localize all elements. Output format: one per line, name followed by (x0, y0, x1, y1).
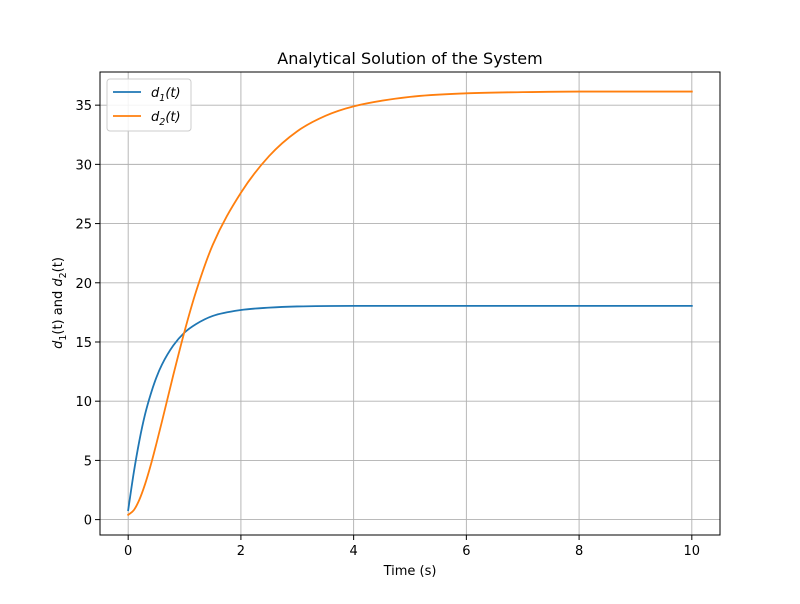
legend-label-1: d1(t) (151, 86, 181, 104)
y-tick-label: 15 (75, 336, 92, 351)
x-axis-label: Time (s) (383, 564, 437, 579)
series-lines (126, 90, 693, 517)
y-tick-label: 10 (75, 395, 92, 410)
x-tick-label: 8 (575, 544, 583, 559)
x-tick-label: 10 (684, 544, 701, 559)
legend: d1(t) d2(t) (106, 78, 192, 132)
y-tick-label: 20 (75, 277, 92, 292)
y-tick-label: 30 (75, 158, 92, 173)
legend-label-2: d2(t) (151, 110, 181, 128)
chart-title: Analytical Solution of the System (277, 49, 542, 68)
grid-lines (100, 72, 720, 535)
x-tick-label: 0 (124, 544, 132, 559)
axis-ticks: 0 2 4 6 8 10 0 5 10 15 20 25 30 35 (75, 99, 700, 559)
x-tick-label: 6 (462, 544, 470, 559)
y-tick-label: 5 (84, 454, 92, 469)
series-line-2 (126, 90, 693, 517)
x-tick-label: 4 (349, 544, 357, 559)
y-tick-label: 0 (84, 514, 92, 529)
y-tick-label: 35 (75, 99, 92, 114)
y-tick-label: 25 (75, 218, 92, 233)
plot-frame (99, 71, 721, 536)
x-tick-label: 2 (237, 544, 245, 559)
y-axis-label: d1(t) and d2(t) (51, 257, 69, 349)
series-line-1 (127, 304, 693, 512)
